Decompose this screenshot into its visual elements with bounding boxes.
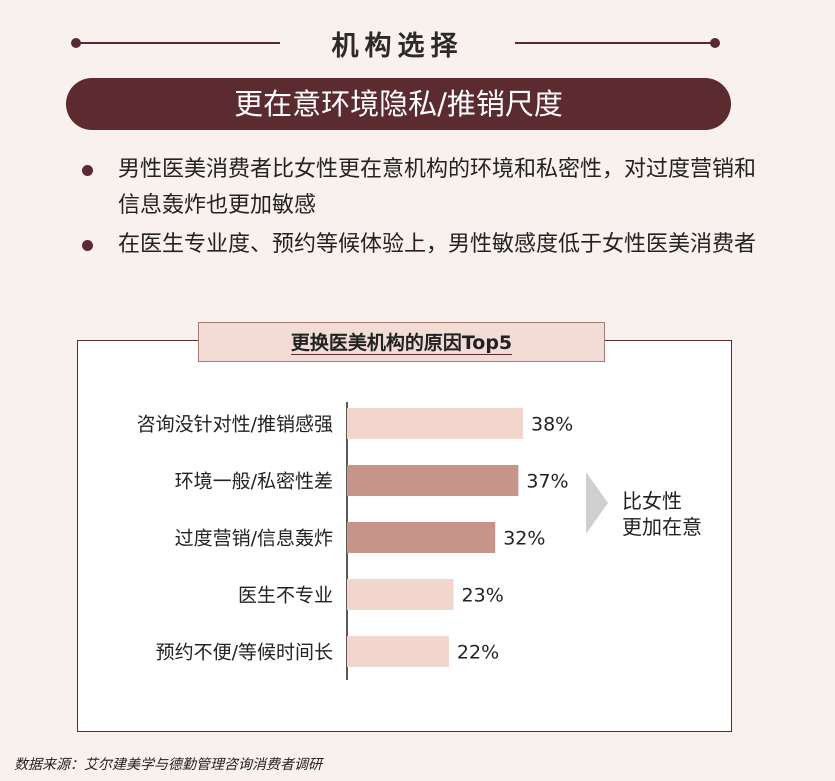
bullet-dot-icon [82, 165, 93, 176]
bullet-item: 在医生专业度、预约等候体验上，男性敏感度低于女性医美消费者 [78, 227, 758, 263]
callout-text: 更加在意 [622, 515, 702, 539]
headline-banner: 更在意环境隐私/推销尺度 [66, 78, 731, 130]
category-label: 医生不专业 [238, 585, 333, 607]
bar [347, 408, 523, 439]
bullet-list: 男性医美消费者比女性更在意机构的环境和私密性，对过度营销和信息轰炸也更加敏感 在… [78, 152, 758, 266]
section-title: 机构选择 [331, 31, 464, 62]
bar [347, 579, 454, 610]
data-label: 38% [531, 414, 573, 436]
bar [347, 465, 519, 496]
chart-title-box: 更换医美机构的原因Top5 [198, 322, 605, 362]
callout-text: 比女性 [622, 489, 682, 513]
callout-arrow-icon [586, 472, 608, 534]
bullet-text: 男性医美消费者比女性更在意机构的环境和私密性，对过度营销和信息轰炸也更加敏感 [118, 157, 757, 218]
bar [347, 522, 496, 553]
category-label: 咨询没针对性/推销感强 [137, 414, 333, 436]
data-label: 32% [503, 528, 545, 550]
header-line-left [75, 42, 280, 44]
category-label: 预约不便/等候时间长 [156, 642, 333, 664]
data-label: 23% [462, 585, 504, 607]
category-label: 过度营销/信息轰炸 [175, 528, 333, 550]
source-note: 数据来源：艾尔建美学与德勤管理咨询消费者调研 [14, 757, 322, 773]
header-dot-left [71, 38, 81, 48]
bar-chart: 咨询没针对性/推销感强 38% 环境一般/私密性差 37% 过度营销/信息轰炸 32% 医生… [137, 402, 702, 680]
chart-title: 更换医美机构的原因Top5 [290, 332, 513, 355]
header-line-right [515, 42, 715, 44]
data-label: 37% [526, 471, 568, 493]
data-label: 22% [457, 642, 499, 664]
category-label: 环境一般/私密性差 [175, 471, 333, 493]
bullet-text: 在医生专业度、预约等候体验上，男性敏感度低于女性医美消费者 [118, 232, 757, 257]
section-header: 机构选择 [0, 18, 835, 68]
bullet-item: 男性医美消费者比女性更在意机构的环境和私密性，对过度营销和信息轰炸也更加敏感 [78, 152, 758, 224]
bar [347, 636, 449, 667]
header-dot-right [710, 38, 720, 48]
bullet-dot-icon [82, 240, 93, 251]
